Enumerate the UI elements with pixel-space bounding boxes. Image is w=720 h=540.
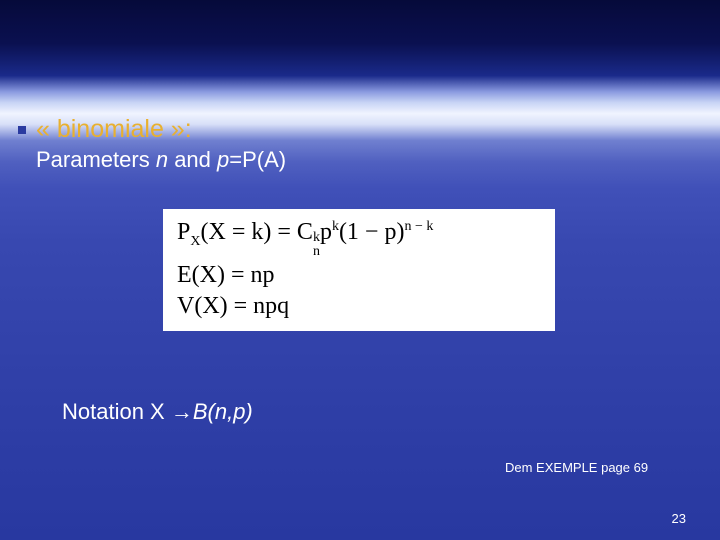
pmf-eq: = [271, 219, 297, 245]
p-base: p [320, 219, 332, 245]
pmf-P-sub: X [190, 234, 200, 249]
p-exp: k [332, 219, 339, 234]
comb-sub: n [313, 246, 320, 259]
page-number: 23 [672, 511, 686, 526]
pmf-k: k [251, 219, 263, 245]
comb-sup: k [313, 232, 320, 245]
slide-title: « binomiale »: [36, 115, 192, 144]
pmf-P: P [177, 219, 190, 245]
notation-prefix: Notation X → [62, 399, 193, 424]
bullet-icon [18, 126, 26, 134]
notation-dist: B(n,p) [193, 399, 253, 424]
pmf-X: X [208, 219, 225, 245]
formula-pmf: PX(X = k) = Cknpk(1 − p)n − k [177, 219, 541, 258]
q-exp: n − k [404, 219, 433, 234]
formula-var: V(X) = npq [177, 293, 541, 321]
q-base: (1 − p) [339, 219, 405, 245]
pmf-eq-inner: = [226, 219, 252, 245]
formula-box: PX(X = k) = Cknpk(1 − p)n − k E(X) = np … [163, 209, 555, 331]
parameters-line: Parameters n and p=P(A) [36, 147, 286, 173]
footnote: Dem EXEMPLE page 69 [505, 459, 655, 477]
bullet-row: « binomiale »: [18, 115, 192, 144]
comb-C: C [297, 219, 313, 245]
params-suffix: =P(A) [229, 147, 286, 172]
params-mid: and [168, 147, 217, 172]
comb-supsub: kn [313, 232, 320, 258]
param-n: n [156, 147, 168, 172]
notation-line: Notation X →B(n,p) [62, 399, 253, 425]
formula-mean: E(X) = np [177, 262, 541, 290]
params-prefix: Parameters [36, 147, 156, 172]
param-p: p [217, 147, 229, 172]
